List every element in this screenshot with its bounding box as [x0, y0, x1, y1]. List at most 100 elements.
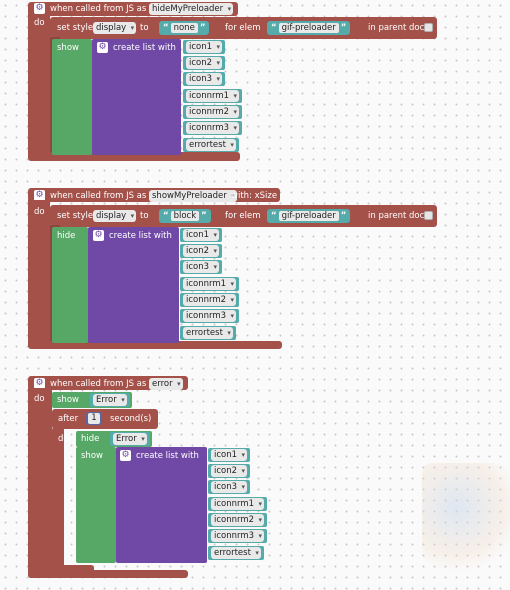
gear-icon[interactable]: ⚙ [34, 3, 45, 14]
gear-icon[interactable]: ⚙ [97, 42, 108, 53]
with-param-label: with: xSize [231, 191, 278, 201]
gear-icon[interactable]: ⚙ [34, 190, 45, 201]
error-component[interactable]: Error [110, 432, 150, 446]
create-list-label: create list with [113, 43, 176, 53]
component-dropdown[interactable]: errortest [183, 327, 233, 339]
component-dropdown[interactable]: iconnrm3 [211, 530, 265, 542]
list-item[interactable]: icon2 [183, 56, 226, 70]
list-item[interactable]: iconnrm2 [183, 105, 243, 119]
create-list-block[interactable] [116, 447, 207, 563]
component-dropdown[interactable]: icon2 [186, 57, 223, 69]
list-item[interactable]: icon1 [208, 448, 251, 462]
component-dropdown[interactable]: iconnrm2 [186, 106, 240, 118]
style-value-string[interactable]: “none” [159, 21, 210, 35]
list-item[interactable]: icon2 [180, 244, 223, 258]
component-dropdown[interactable]: errortest [211, 547, 261, 559]
show-block[interactable] [76, 447, 116, 563]
component-dropdown[interactable]: icon2 [183, 245, 220, 257]
after-label: after [58, 414, 79, 424]
component-dropdown[interactable]: iconnrm1 [211, 498, 265, 510]
element-text[interactable]: gif-preloader [278, 23, 339, 33]
gear-icon[interactable]: ⚙ [93, 230, 104, 241]
list-item[interactable]: iconnrm3 [208, 529, 268, 543]
list-item[interactable]: iconnrm3 [180, 309, 240, 323]
list-item[interactable]: icon3 [208, 480, 251, 494]
checkbox-icon[interactable] [424, 211, 433, 220]
open-quote: “ [163, 23, 169, 33]
after-do-label: do [58, 434, 69, 444]
list-item[interactable]: errortest [183, 138, 239, 152]
list-item[interactable]: iconnrm3 [183, 121, 243, 135]
after-seconds-block[interactable] [52, 409, 158, 429]
component-dropdown[interactable]: icon2 [211, 465, 248, 477]
element-text[interactable]: gif-preloader [278, 211, 339, 221]
close-quote: ” [199, 23, 206, 33]
component-dropdown[interactable]: iconnrm1 [183, 278, 237, 290]
for-elem-label: for elem [225, 23, 261, 33]
style-value-string[interactable]: “block” [159, 209, 211, 223]
create-list-block[interactable] [88, 227, 179, 343]
after-left-bar [52, 427, 64, 573]
to-label: to [140, 23, 149, 33]
style-property-dropdown[interactable]: display [93, 22, 137, 34]
set-style-label: set style [57, 211, 94, 221]
list-item[interactable]: errortest [208, 546, 264, 560]
procedure-footer [28, 152, 240, 161]
create-list-block[interactable] [92, 39, 181, 155]
close-quote: ” [201, 211, 207, 221]
component-dropdown[interactable]: iconnrm3 [183, 310, 237, 322]
blurred-image-icon [422, 463, 510, 575]
checkbox-icon[interactable] [424, 23, 433, 32]
gear-icon[interactable]: ⚙ [120, 450, 131, 461]
set-style-label: set style [57, 23, 94, 33]
component-dropdown[interactable]: errortest [186, 139, 236, 151]
component-dropdown[interactable]: iconnrm1 [186, 90, 240, 102]
component-dropdown[interactable]: icon3 [186, 73, 223, 85]
component-dropdown[interactable]: iconnrm2 [183, 294, 237, 306]
show-label: show [81, 451, 103, 461]
list-item[interactable]: icon1 [183, 40, 226, 54]
seconds-number[interactable]: 1 [86, 412, 102, 425]
procedure-footer [28, 341, 282, 349]
component-dropdown[interactable]: icon1 [211, 449, 248, 461]
component-dropdown[interactable]: icon3 [183, 261, 220, 273]
style-value-text[interactable]: none [170, 23, 198, 33]
list-item[interactable]: icon1 [180, 228, 223, 242]
procedure-left-bar [28, 14, 50, 160]
seconds-label: second(s) [110, 414, 152, 424]
style-property-dropdown[interactable]: display [93, 210, 137, 222]
error-component[interactable]: Error [90, 393, 130, 407]
do-label: do [34, 207, 45, 217]
list-item[interactable]: errortest [180, 326, 236, 340]
component-dropdown[interactable]: icon1 [183, 229, 220, 241]
procedure-name-dropdown[interactable]: showMyPreloader [149, 190, 237, 202]
procedure-name-dropdown[interactable]: hideMyPreloader [149, 3, 234, 15]
element-string[interactable]: “gif-preloader” [267, 21, 351, 35]
hide-block[interactable] [52, 227, 88, 343]
list-item[interactable]: iconnrm1 [208, 497, 268, 511]
list-item[interactable]: icon3 [180, 260, 223, 274]
when-called-label: when called from JS as [50, 191, 147, 201]
open-quote: “ [271, 211, 277, 221]
component-dropdown[interactable]: iconnrm3 [186, 122, 240, 134]
list-item[interactable]: icon3 [183, 72, 226, 86]
list-item[interactable]: iconnrm2 [208, 513, 268, 527]
list-item[interactable]: icon2 [208, 464, 251, 478]
component-dropdown[interactable]: iconnrm2 [211, 514, 265, 526]
list-item[interactable]: iconnrm1 [183, 89, 243, 103]
seconds-value[interactable]: 1 [88, 413, 100, 424]
gear-icon[interactable]: ⚙ [34, 378, 45, 389]
list-item[interactable]: iconnrm1 [180, 277, 240, 291]
component-dropdown[interactable]: Error [93, 394, 127, 406]
style-value-text[interactable]: block [170, 211, 200, 221]
show-block[interactable] [52, 39, 92, 155]
procedure-name-dropdown[interactable]: error [149, 378, 183, 390]
component-dropdown[interactable]: icon1 [186, 41, 223, 53]
list-item[interactable]: iconnrm2 [180, 293, 240, 307]
element-string[interactable]: “gif-preloader” [267, 209, 351, 223]
show-label: show [57, 395, 79, 405]
for-elem-label: for elem [225, 211, 261, 221]
hide-label: hide [81, 434, 100, 444]
component-dropdown[interactable]: Error [113, 433, 147, 445]
component-dropdown[interactable]: icon3 [211, 481, 248, 493]
